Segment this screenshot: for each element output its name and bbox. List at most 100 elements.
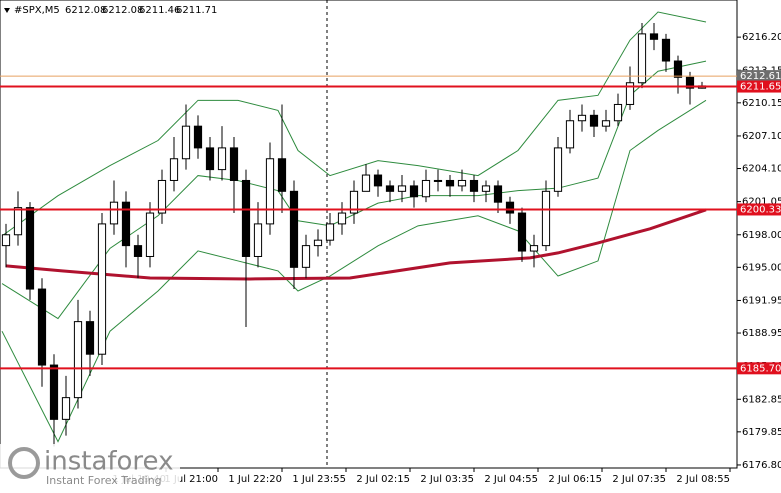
- low: 6211.46: [139, 5, 180, 16]
- level-label: 6185.70: [740, 363, 781, 374]
- y-tick-label: 6176.80: [742, 460, 781, 471]
- y-tick-label: 6204.10: [742, 164, 781, 175]
- candle-body: [649, 33, 659, 40]
- level-box: [737, 70, 781, 83]
- candle-body: [565, 120, 575, 149]
- candle-body: [349, 190, 359, 214]
- candle-body: [613, 103, 623, 122]
- candle-body: [445, 179, 455, 187]
- candle-body: [685, 76, 695, 89]
- candle-body: [469, 179, 479, 192]
- candle-body: [217, 147, 227, 171]
- open: 6212.08: [65, 5, 106, 16]
- candle-body: [85, 321, 95, 355]
- candle-body: [277, 158, 287, 192]
- candle-body: [601, 120, 611, 127]
- candle-body: [541, 190, 551, 247]
- candle-body: [109, 201, 119, 225]
- candle-body: [457, 179, 467, 187]
- header: #SPX,M5 6212.08 6212.08 6211.46 6211.71: [4, 5, 217, 16]
- candle-body: [241, 179, 251, 257]
- logo-name: instaforex: [44, 447, 173, 477]
- y-tick-label: 6201.05: [742, 197, 781, 208]
- candle-body: [13, 207, 23, 236]
- logo-tagline: Instant Forex Trading: [46, 474, 162, 487]
- candle-body: [169, 158, 179, 181]
- candle-body: [121, 201, 131, 247]
- level-box: [737, 362, 781, 375]
- candle-body: [421, 179, 431, 198]
- x-tick-label: 2 Jul 03:35: [420, 474, 474, 485]
- candle-body: [625, 82, 635, 105]
- y-tick-label: 6195.00: [742, 262, 781, 273]
- candle-body: [397, 185, 407, 192]
- candle-body: [301, 245, 311, 268]
- candle-body: [37, 288, 47, 366]
- level-box: [737, 203, 781, 216]
- candle-body: [193, 125, 203, 149]
- candle-body: [337, 212, 347, 225]
- candle-body: [553, 147, 563, 192]
- candle-body: [433, 179, 443, 182]
- level-label: 6212.61: [740, 71, 781, 82]
- candle-body: [673, 60, 683, 78]
- candle-body: [409, 185, 419, 198]
- y-tick-label: 6210.15: [742, 98, 781, 109]
- candle-body: [157, 179, 167, 214]
- candle-body: [265, 158, 275, 225]
- candle-body: [49, 364, 59, 420]
- level-box: [737, 80, 781, 93]
- y-tick-label: 6182.85: [742, 394, 781, 405]
- candle-body: [637, 33, 647, 84]
- candle-body: [25, 207, 35, 290]
- candle-body: [517, 212, 527, 252]
- candle-body: [505, 201, 515, 214]
- x-tick-label: 2 Jul 08:55: [676, 474, 730, 485]
- candle-body: [577, 114, 587, 122]
- menu-icon: [4, 8, 10, 13]
- candle-body: [361, 174, 371, 192]
- candle-body: [661, 38, 671, 62]
- level-label: 6200.33: [740, 204, 781, 215]
- logo: instaforex Instant Forex Trading: [0, 444, 180, 489]
- candle-body: [313, 239, 323, 247]
- y-tick-label: 6198.00: [742, 230, 781, 241]
- y-tick-label: 6179.85: [742, 427, 781, 438]
- candle-body: [181, 125, 191, 160]
- x-tick-label: 1 Jul 21:00: [164, 474, 218, 485]
- candle-body: [529, 245, 539, 252]
- x-tick-label: 1 Jul 22:20: [228, 474, 282, 485]
- high: 6212.08: [102, 5, 143, 16]
- candle-body: [253, 223, 263, 257]
- logo-icon: [8, 447, 40, 479]
- candle-body: [97, 223, 107, 355]
- candle-body: [133, 245, 143, 257]
- candle-body: [385, 185, 395, 192]
- symbol: #SPX,M5: [14, 5, 60, 16]
- candle-body: [1, 234, 11, 247]
- candle-body: [589, 114, 599, 127]
- candle-body: [61, 397, 71, 420]
- indicator-line: [5, 208, 707, 281]
- x-tick-label: 1 Jul 23:55: [292, 474, 346, 485]
- y-tick-label: 6188.95: [742, 328, 781, 339]
- x-tick-label: 2 Jul 07:35: [612, 474, 666, 485]
- candle-body: [325, 223, 335, 241]
- candle-body: [289, 190, 299, 268]
- level-label: 6211.65: [740, 82, 781, 93]
- candle-body: [205, 147, 215, 171]
- candle-body: [145, 212, 155, 257]
- candle-body: [373, 174, 383, 187]
- close: 6211.71: [176, 5, 217, 16]
- candle-body: [229, 147, 239, 181]
- y-tick-label: 6191.95: [742, 295, 781, 306]
- y-tick-label: 6207.10: [742, 131, 781, 142]
- x-tick-label: 2 Jul 02:15: [356, 474, 410, 485]
- candle-body: [73, 321, 83, 399]
- y-tick-label: 6216.20: [742, 32, 781, 43]
- candle-body: [493, 185, 503, 203]
- x-tick-label: 2 Jul 04:55: [484, 474, 538, 485]
- x-tick-label: 2 Jul 06:15: [548, 474, 602, 485]
- candle-body: [481, 185, 491, 192]
